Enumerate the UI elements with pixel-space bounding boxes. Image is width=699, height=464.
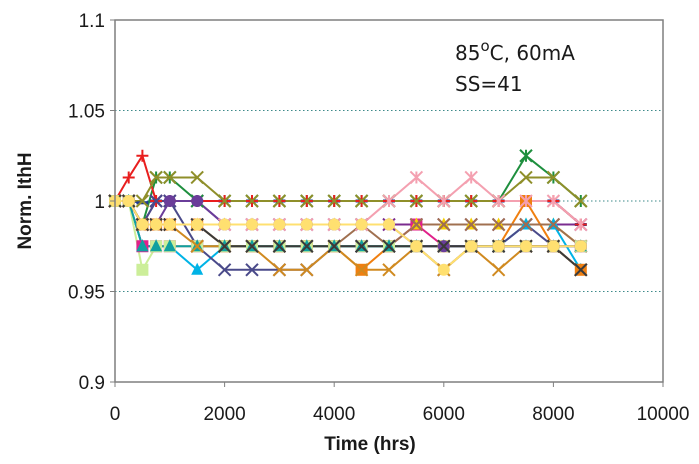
series-16-point-6 [217,239,232,253]
series-15-point-4 [163,195,176,207]
series-17-point-12 [383,218,395,231]
series-11-point-18 [546,194,561,208]
series-14-point-11 [354,263,369,277]
x-tick-label-0: 0 [110,404,121,425]
series-11-point-16 [491,194,506,208]
series-17-point-11 [355,218,368,231]
series-6-point-1 [122,171,135,184]
series-17-point-5 [191,218,204,231]
series-8-point-10 [327,194,341,208]
series-11-point-14 [437,194,451,208]
series-16-point-12 [382,239,396,253]
series-9-point-6 [217,263,232,277]
y-tick-label-2: 1 [94,192,105,213]
series-17-point-16 [492,240,505,253]
series-8-point-7 [245,194,259,208]
series-6-point-2 [136,149,149,162]
series-17-point-4 [163,218,176,231]
series-14-point-9 [300,263,314,277]
series-14-point-8 [272,263,287,277]
series-3-point-5 [191,262,204,275]
series-10-point-14 [437,217,451,232]
series-17-point-17 [520,240,532,253]
annotation-current: C, 60mA [490,41,576,65]
series-8-point-5 [190,170,204,185]
y-tick-label-3: 1.05 [68,102,105,123]
annotation-degree: o [480,37,489,55]
series-17-point-6 [218,218,231,231]
series-8-point-18 [546,170,561,185]
series-8-point-15 [464,194,478,208]
series-17-point-15 [465,240,478,253]
x-axis-title: Time (hrs) [324,434,416,455]
series-15-point-5 [191,195,204,207]
series-13-point-3 [150,239,163,252]
x-tick-label-5: 10000 [637,404,690,425]
annotation-temp: 85 [455,41,480,65]
series-17-point-1 [122,195,135,207]
series-17-point-13 [410,240,423,253]
y-tick-label-1: 0.95 [68,283,105,304]
series-11-point-12 [382,194,396,208]
series-10-point-17 [519,217,533,232]
series-markers [108,149,588,277]
series-12-point-2 [136,263,149,276]
annotation-line-1: 85oC, 60mA [455,37,575,65]
x-tick-label-1: 2000 [203,404,245,425]
series-16-point-9 [300,239,314,253]
series-8-point-8 [272,194,287,208]
series-10-point-13 [409,217,424,232]
series-11-point-15 [464,170,478,185]
series-16-point-7 [245,239,259,253]
series-17-point-3 [150,218,163,231]
x-tick-label-3: 6000 [423,404,465,425]
series-16-point-19 [574,263,588,277]
series-17-point-9 [300,218,313,231]
series-8-point-11 [354,194,369,208]
series-10-point-18 [546,217,561,232]
series-10-point-15 [464,217,478,232]
series-8-point-6 [217,194,232,208]
series-11-point-19 [574,217,588,232]
series-8-point-4 [163,170,177,185]
series-8-point-9 [300,194,314,208]
series-16-point-14 [437,239,451,253]
series-13-point-4 [163,239,176,252]
series-14-point-5 [190,239,204,253]
series-16-point-10 [327,239,341,253]
series-8-point-19 [574,194,588,208]
y-tick-label-0: 0.9 [79,373,105,394]
series-8-point-17 [519,170,533,185]
series-14-point-12 [382,263,396,277]
series-8-point-2 [135,194,150,208]
series-17-point-8 [273,218,286,231]
series-8-point-13 [409,194,424,208]
series-13-point-2 [136,239,149,252]
series-9-point-3 [149,194,163,208]
series-9-point-7 [245,263,259,277]
annotation-line-2: SS=41 [455,72,523,96]
series-11-point-17 [519,194,533,208]
series-16-point-11 [354,239,369,253]
y-axis-title: Norm. IthH [15,152,36,249]
series-8-point-3 [149,170,163,185]
series-17-point-2 [136,218,149,231]
series-5-point-17 [519,149,533,163]
series-16-point-8 [272,239,287,253]
series-17-point-7 [246,218,258,231]
series-17-point-18 [547,240,560,253]
y-tick-labels: 0.9 0.95 1 1.05 1.1 [68,11,115,394]
y-tick-label-4: 1.1 [79,11,105,32]
series-17-point-14 [437,263,450,276]
x-tick-label-2: 4000 [313,404,355,425]
series-17-point-10 [328,218,341,231]
series-17-point-19 [574,240,587,253]
series-10-point-16 [491,217,506,232]
x-tick-label-4: 8000 [532,404,574,425]
x-tick-labels: 0 2000 4000 6000 8000 10000 [110,382,690,425]
series-11-point-13 [409,170,424,185]
gridlines [115,110,663,292]
series-14-point-16 [491,263,506,277]
